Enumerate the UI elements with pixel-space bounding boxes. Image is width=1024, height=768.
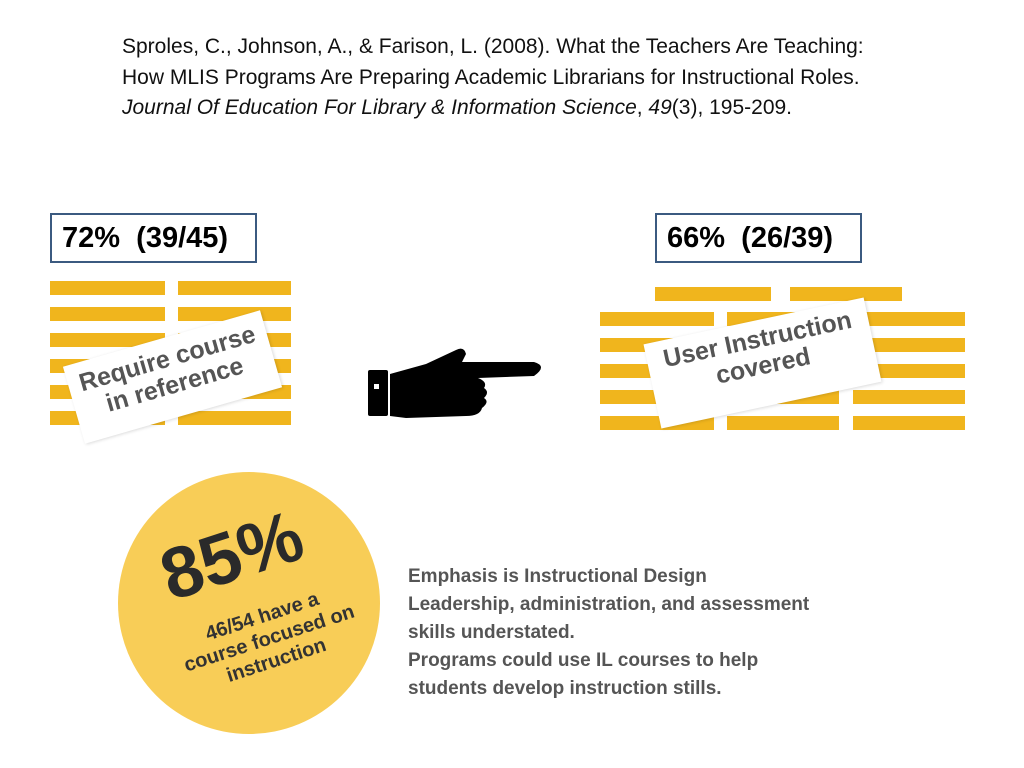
bar-4-2 [853, 390, 965, 404]
note-line5: students develop instruction stills. [408, 678, 722, 699]
bar-0-0 [50, 281, 165, 295]
bar-3-2 [853, 364, 965, 378]
pointing-hand-icon [368, 348, 541, 418]
note-line1: Emphasis is Instructional Design [408, 566, 707, 587]
bar-1-2 [853, 312, 965, 326]
bar-2-2 [853, 338, 965, 352]
note-line3: skills understated. [408, 622, 575, 643]
citation-title: What the Teachers Are Teaching: How MLIS… [122, 35, 864, 89]
stat-box-left: 72% (39/45) [50, 213, 257, 263]
citation: Sproles, C., Johnson, A., & Farison, L. … [122, 32, 882, 124]
bar-0-1 [790, 287, 902, 301]
bar-0-1 [178, 281, 291, 295]
summary-notes: Emphasis is Instructional Design Leaders… [408, 563, 878, 703]
citation-issue-pages: (3), 195-209. [671, 96, 793, 119]
citation-journal: Journal Of Education For Library & Infor… [122, 96, 637, 119]
bar-1-0 [600, 312, 714, 326]
bar-5-1 [727, 416, 839, 430]
bar-0-0 [655, 287, 771, 301]
bar-1-1 [178, 307, 291, 321]
bar-2-0 [50, 333, 165, 347]
bar-5-1 [178, 411, 291, 425]
stat-box-right: 66% (26/39) [655, 213, 862, 263]
bar-5-2 [853, 416, 965, 430]
citation-authors: Sproles, C., Johnson, A., & Farison, L. … [122, 35, 557, 58]
note-line2: Leadership, administration, and assessme… [408, 594, 810, 615]
citation-separator: , [636, 96, 649, 119]
bar-1-0 [50, 307, 165, 321]
note-line4: Programs could use IL courses to help [408, 650, 759, 671]
citation-volume: 49 [648, 96, 672, 119]
percent-circle [118, 472, 380, 734]
